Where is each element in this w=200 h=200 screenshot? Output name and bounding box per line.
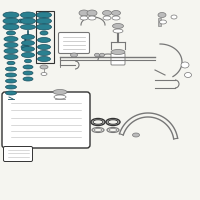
Ellipse shape	[95, 53, 100, 57]
Ellipse shape	[184, 72, 192, 77]
Ellipse shape	[22, 34, 35, 40]
FancyBboxPatch shape	[58, 32, 90, 53]
Ellipse shape	[3, 12, 19, 18]
FancyBboxPatch shape	[4, 146, 32, 162]
Ellipse shape	[40, 65, 48, 69]
Ellipse shape	[21, 24, 36, 29]
Ellipse shape	[181, 62, 189, 68]
Ellipse shape	[21, 12, 36, 18]
Ellipse shape	[54, 95, 66, 99]
Ellipse shape	[88, 16, 96, 20]
FancyBboxPatch shape	[111, 53, 125, 65]
Ellipse shape	[6, 91, 16, 95]
Ellipse shape	[87, 10, 97, 16]
FancyBboxPatch shape	[2, 92, 90, 148]
Ellipse shape	[70, 53, 78, 57]
Ellipse shape	[111, 49, 125, 54]
Ellipse shape	[22, 52, 35, 58]
Ellipse shape	[38, 50, 50, 55]
Ellipse shape	[113, 29, 123, 33]
Ellipse shape	[23, 77, 33, 81]
Ellipse shape	[24, 59, 32, 63]
Ellipse shape	[36, 12, 52, 18]
Ellipse shape	[6, 73, 16, 77]
Ellipse shape	[23, 65, 33, 69]
Ellipse shape	[4, 43, 18, 47]
Ellipse shape	[22, 40, 35, 46]
Ellipse shape	[21, 18, 36, 24]
Ellipse shape	[21, 45, 29, 49]
Ellipse shape	[112, 23, 124, 28]
Ellipse shape	[6, 79, 16, 83]
Ellipse shape	[23, 71, 33, 75]
Ellipse shape	[6, 85, 16, 89]
Ellipse shape	[36, 24, 52, 30]
Ellipse shape	[4, 48, 18, 53]
Ellipse shape	[79, 10, 89, 16]
Ellipse shape	[38, 38, 50, 43]
Bar	[36, 11, 54, 63]
Ellipse shape	[22, 46, 35, 51]
Ellipse shape	[80, 16, 88, 20]
Ellipse shape	[112, 16, 120, 20]
Ellipse shape	[6, 67, 16, 71]
Ellipse shape	[3, 24, 19, 30]
Ellipse shape	[40, 31, 48, 35]
Ellipse shape	[18, 19, 24, 23]
Ellipse shape	[41, 72, 47, 75]
Ellipse shape	[38, 56, 50, 62]
Ellipse shape	[132, 133, 140, 137]
Bar	[158, 18, 161, 26]
Ellipse shape	[36, 18, 52, 24]
Ellipse shape	[3, 18, 19, 24]
Ellipse shape	[102, 10, 112, 16]
Ellipse shape	[158, 12, 166, 18]
Ellipse shape	[160, 20, 166, 24]
Ellipse shape	[100, 53, 104, 57]
Ellipse shape	[4, 36, 18, 42]
Ellipse shape	[171, 15, 177, 19]
Ellipse shape	[103, 16, 111, 20]
Ellipse shape	[4, 54, 18, 60]
Ellipse shape	[38, 45, 50, 49]
Ellipse shape	[112, 10, 120, 16]
Ellipse shape	[7, 61, 15, 65]
Ellipse shape	[6, 31, 16, 35]
Ellipse shape	[53, 90, 67, 95]
